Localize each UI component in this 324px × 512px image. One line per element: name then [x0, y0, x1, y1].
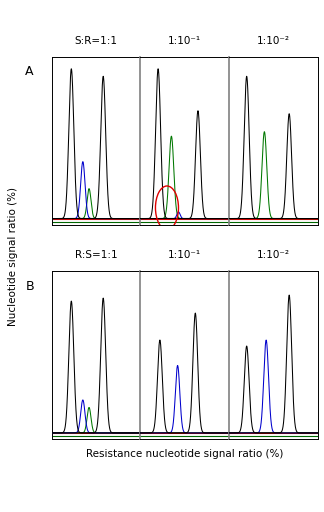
Text: R:S=1:1: R:S=1:1: [75, 250, 117, 260]
Text: B: B: [25, 280, 34, 292]
Text: Nucleotide signal ratio (%): Nucleotide signal ratio (%): [8, 186, 18, 326]
Text: 1:10⁻¹: 1:10⁻¹: [168, 250, 201, 260]
Text: 1:10⁻²: 1:10⁻²: [257, 250, 290, 260]
Text: 1:10⁻²: 1:10⁻²: [257, 35, 290, 46]
Text: A: A: [25, 65, 34, 78]
Text: S:R=1:1: S:R=1:1: [75, 35, 118, 46]
Text: Resistance nucleotide signal ratio (%): Resistance nucleotide signal ratio (%): [86, 449, 284, 459]
Text: 1:10⁻¹: 1:10⁻¹: [168, 35, 201, 46]
